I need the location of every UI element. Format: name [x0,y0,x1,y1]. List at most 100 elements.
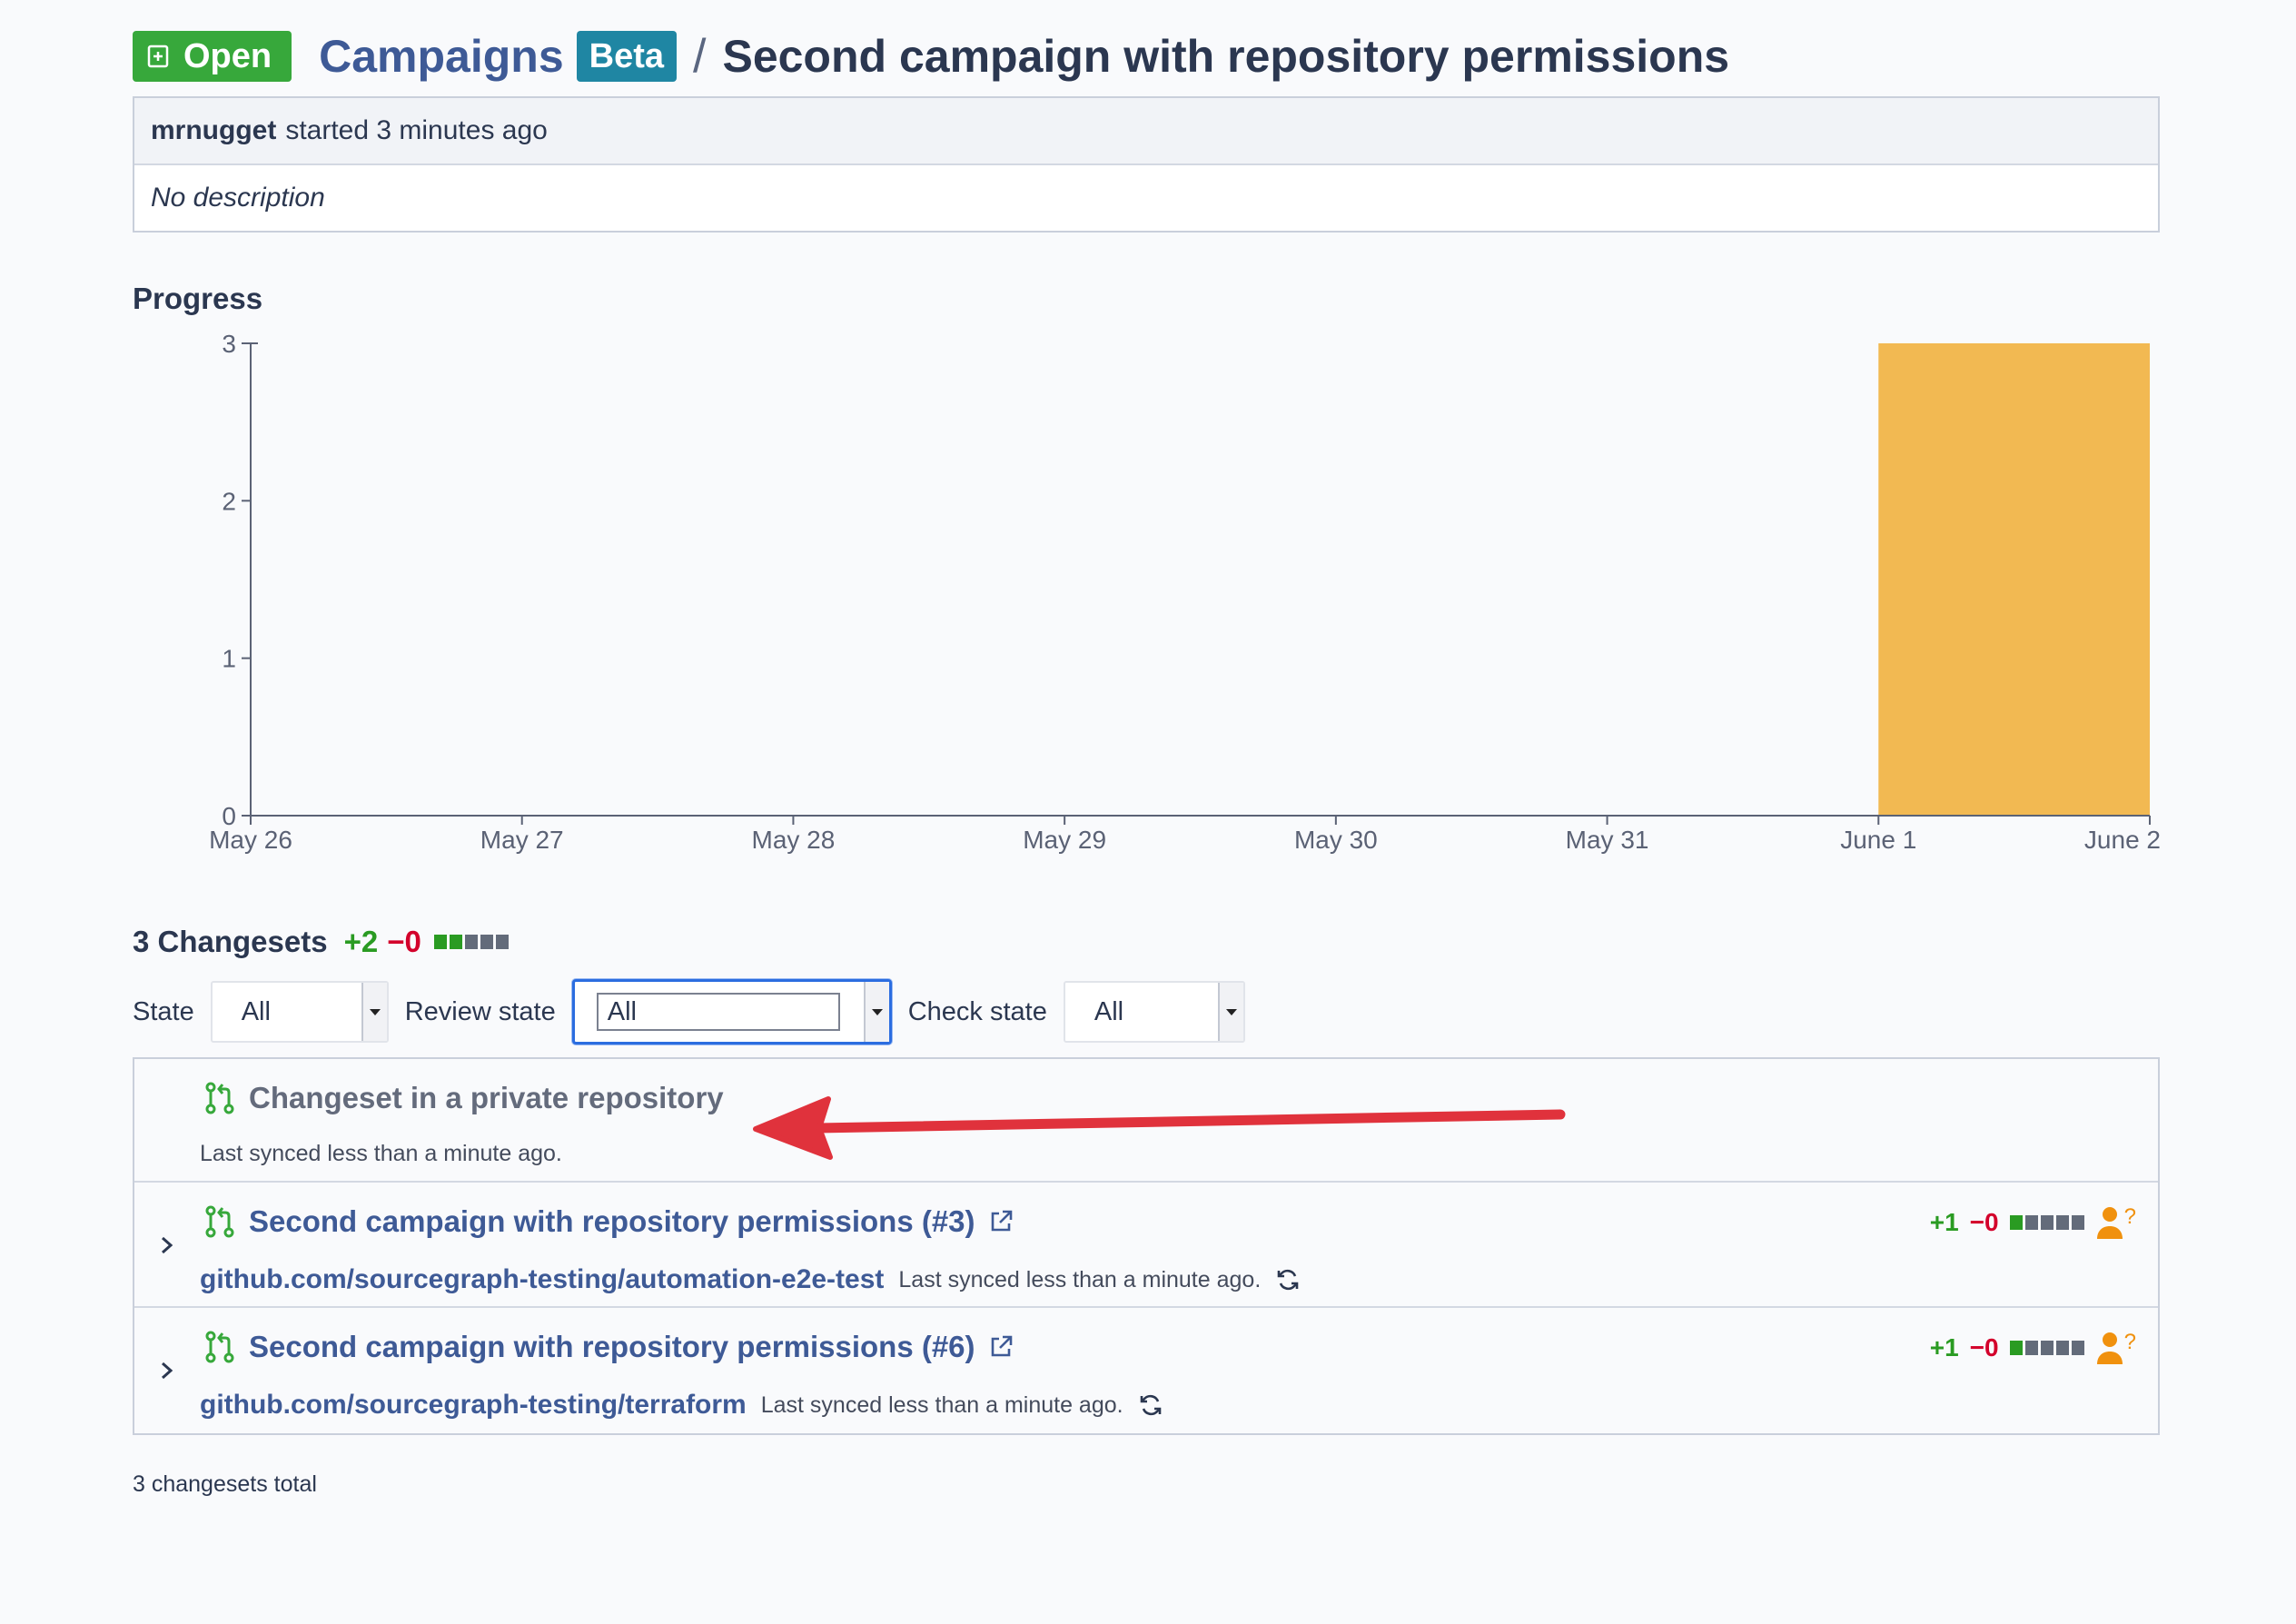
beta-badge: Beta [576,31,678,82]
page-header: Open Campaigns Beta / Second campaign wi… [133,27,1729,85]
repo-link[interactable]: github.com/sourcegraph-testing/terraform [200,1390,747,1420]
changeset-list: Changeset in a private repository Last s… [133,1057,2160,1435]
pull-request-icon [205,1082,234,1114]
reviewer-pending-icon [2096,1332,2123,1364]
chart-y-tick-label: 3 [222,330,236,358]
chart-x-tick-label: May 28 [752,826,836,854]
diff-deleted: −0 [1969,1208,1999,1236]
campaign-info-card: mrnugget started 3 minutes ago No descri… [133,96,2160,233]
campaign-description: No description [151,183,325,213]
diffstat-bars [433,935,509,949]
diffstat-bar [2071,1341,2084,1355]
last-synced-text: Last synced less than a minute ago. [200,1141,562,1166]
changesets-count: 3 Changesets [133,925,328,958]
diffstat-bar [2009,1341,2023,1355]
changesets-total: 3 changesets total [133,1471,317,1497]
chart-x-tick-label: May 27 [480,826,564,854]
state-select-value: All [241,996,271,1026]
chart-y-tick-label: 2 [222,487,236,515]
changeset-row: Second campaign with repository permissi… [134,1308,2158,1433]
last-synced-text: Last synced less than a minute ago. [760,1391,1123,1418]
started-text: started 3 minutes ago [285,115,548,145]
campaign-open-icon [147,45,169,68]
changeset-meta: Last synced less than a minute ago. [200,1141,562,1167]
chart-x-tick-label: May 29 [1023,826,1106,854]
changeset-stats: +1 −0 ? [1930,1330,2136,1366]
changeset-title-row: Changeset in a private repository [203,1081,724,1115]
changeset-row: Second campaign with repository permissi… [134,1183,2158,1308]
diffstat-bar [2009,1215,2023,1230]
diff-added: +1 [1929,1333,1959,1362]
chart-x-tick-label: June 1 [1840,826,1916,854]
diffstat-bars [2009,1215,2084,1230]
diffstat-bars [2009,1341,2084,1355]
diffstat-bar [433,935,447,949]
diff-deleted: −0 [387,925,421,958]
diff-added: +1 [1929,1208,1959,1236]
chart-x-tick-label: May 26 [209,826,292,854]
check-state-select[interactable]: All [1063,981,1245,1043]
changeset-stats: +1 −0 ? [1930,1204,2136,1241]
chart-y-tick-label: 0 [222,802,236,830]
chart-x-tick-label: May 31 [1566,826,1649,854]
external-link-icon[interactable] [988,1334,1014,1360]
diffstat-bar [495,935,509,949]
diffstat-bar [480,935,493,949]
changeset-title: Changeset in a private repository [249,1081,724,1114]
diff-deleted: −0 [1969,1333,1999,1362]
filter-review-state-label: Review state [404,996,556,1026]
chart-x-tick-label: May 30 [1294,826,1378,854]
chevron-down-icon [361,983,387,1041]
sync-icon[interactable] [1138,1392,1163,1418]
changeset-meta: github.com/sourcegraph-testing/automatio… [200,1264,1301,1295]
expand-chevron-icon[interactable] [158,1233,176,1257]
diffstat-bar [2040,1341,2054,1355]
diffstat-bar [449,935,462,949]
changesets-diffstat: +2 −0 [344,925,421,959]
diff-added: +2 [343,925,379,958]
expand-chevron-icon[interactable] [158,1359,176,1382]
chart-bar [1878,343,2150,816]
changeset-filters: State All Review state All Check state A… [133,979,1262,1045]
diffstat-bar [2024,1215,2038,1230]
pull-request-icon [205,1331,234,1363]
pull-request-icon [205,1205,234,1238]
breadcrumb-campaigns-link[interactable]: Campaigns [319,31,564,82]
review-status-question: ? [2123,1330,2136,1354]
diffstat-bar [2055,1341,2069,1355]
changeset-title-row: Second campaign with repository permissi… [203,1330,1014,1364]
reviewer-pending-icon [2096,1207,2123,1239]
diffstat-bar [464,935,478,949]
page-title: Second campaign with repository permissi… [722,31,1730,82]
changeset-meta: github.com/sourcegraph-testing/terraform… [200,1390,1163,1421]
chevron-down-icon [863,982,889,1042]
campaign-author-row: mrnugget started 3 minutes ago [134,98,2158,165]
review-status: ? [2095,1204,2136,1241]
external-link-icon[interactable] [988,1209,1014,1234]
diffstat-bar [2040,1215,2054,1230]
changeset-row-private: Changeset in a private repository Last s… [134,1059,2158,1183]
diffstat-bar [2071,1215,2084,1230]
chart-y-tick-label: 1 [222,645,236,673]
review-state-select[interactable]: All [571,979,892,1045]
check-state-select-value: All [1094,996,1124,1026]
chevron-down-icon [1217,983,1243,1041]
filter-check-state-label: Check state [907,996,1047,1026]
breadcrumb-separator: / [693,30,707,83]
progress-title: Progress [133,282,263,315]
review-status-question: ? [2123,1204,2136,1229]
status-badge: Open [133,31,292,82]
status-label: Open [183,36,272,75]
author-link[interactable]: mrnugget [151,115,277,145]
sync-icon[interactable] [1275,1267,1301,1292]
changeset-title-link[interactable]: Second campaign with repository permissi… [249,1204,975,1238]
review-status: ? [2095,1330,2136,1366]
repo-link[interactable]: github.com/sourcegraph-testing/automatio… [200,1264,885,1294]
diffstat-bar [2055,1215,2069,1230]
changeset-title-row: Second campaign with repository permissi… [203,1204,1014,1239]
diffstat-bar [2024,1341,2038,1355]
state-select[interactable]: All [210,981,389,1043]
changeset-title-link[interactable]: Second campaign with repository permissi… [249,1330,975,1363]
review-state-select-value: All [596,993,840,1031]
filter-state-label: State [133,996,194,1026]
